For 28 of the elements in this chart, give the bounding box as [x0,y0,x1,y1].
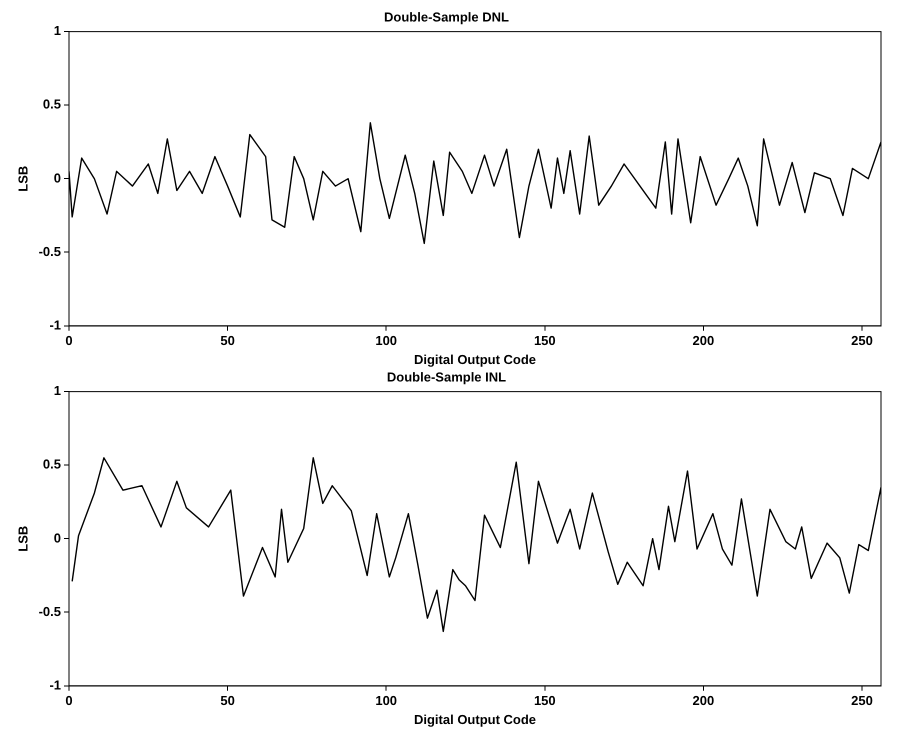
y-tick-label: -0.5 [38,244,61,259]
y-tick-label: 0 [54,530,61,546]
chart-title: Double-Sample INL [386,369,506,384]
x-tick-label: 100 [375,693,398,708]
x-tick-label: 200 [692,693,714,708]
x-tick-label: 250 [851,693,873,708]
x-tick-label: 50 [220,693,235,708]
x-axis-title: Digital Output Code [414,712,536,727]
y-tick-label: 1 [54,383,61,398]
y-tick-label: 1 [54,23,61,38]
x-tick-label: 150 [534,693,556,708]
x-tick-label: 50 [220,333,235,348]
y-tick-label: -1 [49,677,61,692]
y-axis-title: LSB [15,166,30,192]
y-tick-label: -0.5 [38,604,61,619]
x-tick-label: 200 [692,333,714,348]
x-tick-label: 0 [65,333,73,348]
y-axis-title: LSB [15,526,30,552]
x-tick-label: 0 [65,693,73,708]
x-axis-title: Digital Output Code [414,352,536,367]
y-tick-label: -1 [49,317,61,332]
x-tick-label: 250 [851,333,873,348]
y-tick-label: 0.5 [42,96,61,112]
chart-title: Double-Sample DNL [384,9,510,24]
x-tick-label: 100 [375,333,398,348]
y-tick-label: 0 [54,170,61,186]
y-tick-label: 0.5 [42,456,61,472]
x-tick-label: 150 [534,333,556,348]
